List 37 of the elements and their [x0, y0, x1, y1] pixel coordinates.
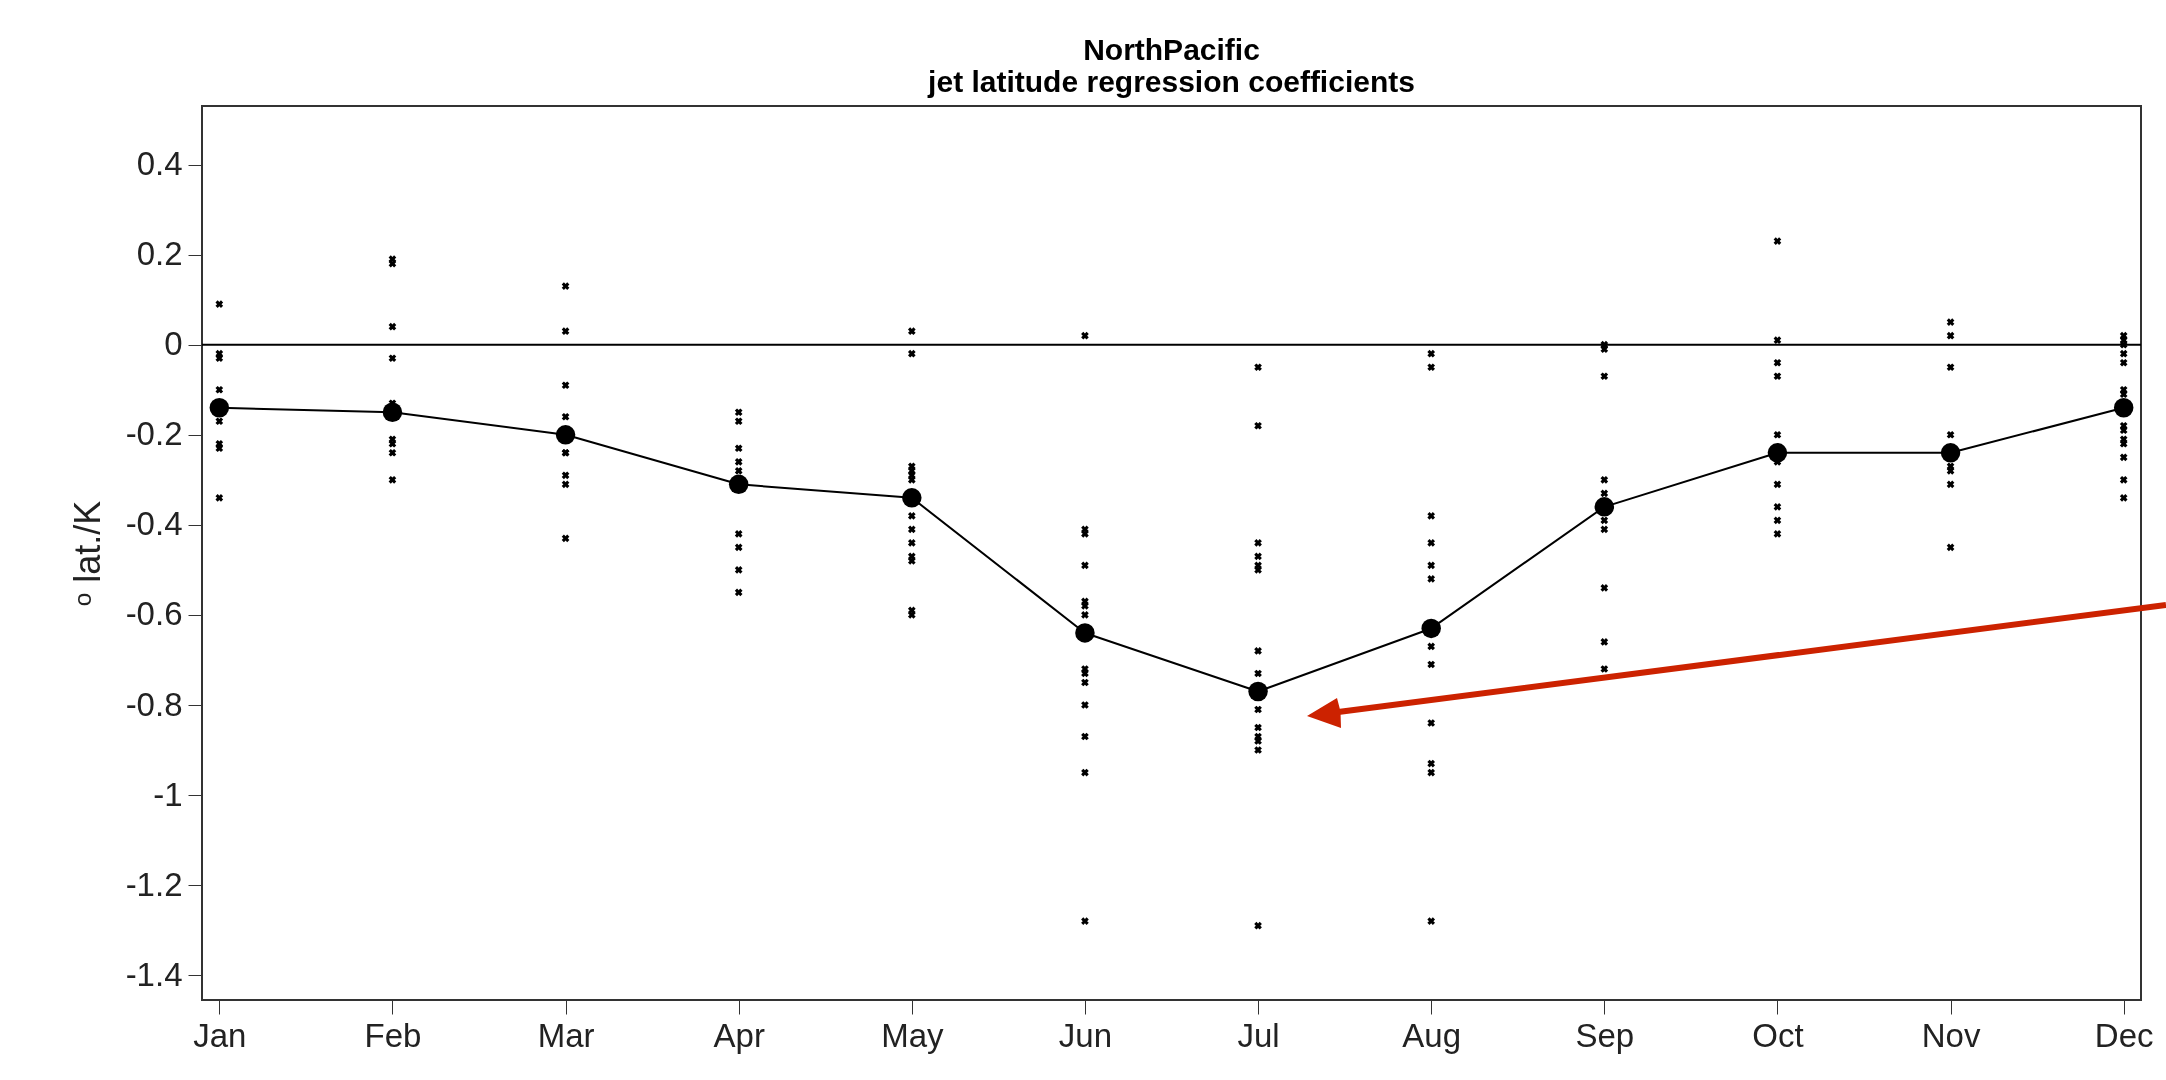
point — [555, 425, 576, 445]
point — [2113, 398, 2134, 418]
x-tick-label: Nov — [1921, 1016, 1981, 1054]
y-tick-label: -1.2 — [125, 865, 183, 903]
y-tick-label: -1 — [153, 775, 183, 813]
point — [1248, 681, 1268, 702]
point — [1075, 623, 1095, 643]
x-tick-label: Jan — [193, 1016, 247, 1054]
y-axis-title: ᵒ lat./K — [66, 500, 108, 607]
y-tick-label: 0.4 — [136, 145, 183, 183]
x-tick-label: Apr — [713, 1016, 765, 1054]
point — [728, 474, 749, 495]
point — [1767, 443, 1788, 463]
y-tick-label: -0.8 — [125, 685, 183, 723]
point — [1594, 497, 1615, 517]
x-tick-label: May — [881, 1016, 944, 1054]
y-tick-label: 0 — [164, 325, 183, 363]
chart-subtitle: jet latitude regression coefficients — [927, 65, 1415, 98]
y-tick-label: 0.2 — [136, 235, 183, 273]
y-tick-label: -0.2 — [125, 415, 183, 453]
x-tick-label: Jun — [1058, 1016, 1113, 1054]
point — [902, 488, 922, 508]
x-tick-label: Sep — [1575, 1016, 1635, 1054]
point — [1421, 618, 1441, 639]
point — [1940, 443, 1961, 463]
x-tick-label: Aug — [1402, 1016, 1462, 1054]
y-tick-label: -0.4 — [125, 505, 183, 543]
x-tick-label: Mar — [537, 1016, 595, 1054]
x-tick-label: Jul — [1237, 1016, 1280, 1054]
x-tick-label: Feb — [364, 1016, 422, 1054]
x-tick-label: Dec — [2094, 1016, 2154, 1054]
x-tick-label: Oct — [1752, 1016, 1804, 1054]
y-tick-label: -1.4 — [125, 955, 183, 993]
chart-title: NorthPacific — [1083, 33, 1260, 66]
point — [382, 402, 403, 422]
y-tick-label: -0.6 — [125, 595, 183, 633]
point — [209, 398, 230, 418]
